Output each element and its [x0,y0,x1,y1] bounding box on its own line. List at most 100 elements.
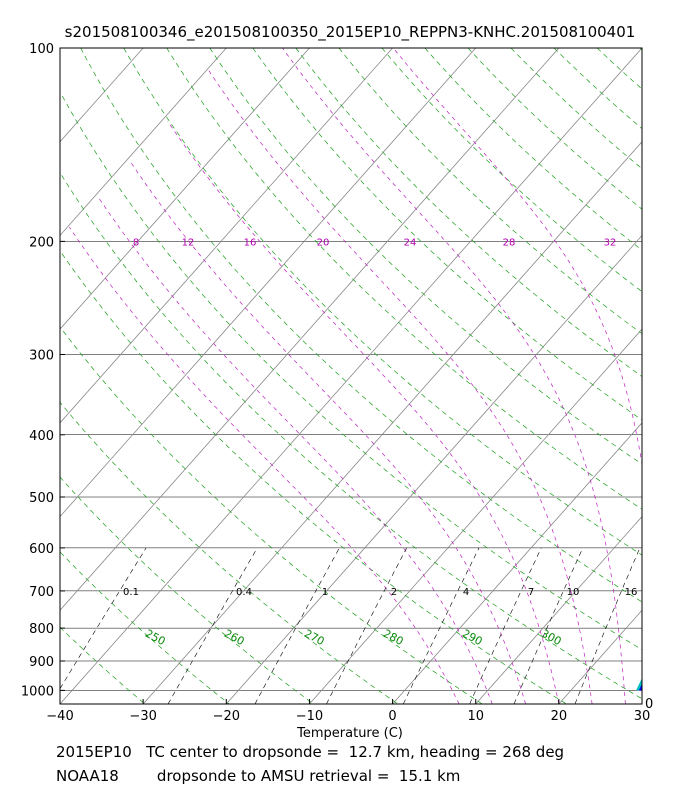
mixing-ratio-label: 4 [463,587,469,598]
dry-adiabat-label: 280 [381,627,406,648]
isotherm-line [60,48,393,424]
mixing-ratio-label: 16 [625,587,638,598]
y-tick-label: 800 [29,622,54,637]
dry-adiabat-line [60,401,399,704]
dry-adiabat-line [683,48,700,704]
caption-distance-retrieval: NOAA18 dropsonde to AMSU retrieval = 15.… [56,767,461,785]
series-temperature [639,684,642,691]
mixing-ratio-line [574,547,641,704]
isotherm-line [142,141,642,704]
dry-adiabat-line [639,48,642,51]
isotherm-line [641,703,642,704]
mixing-ratio-label: 7 [528,587,534,598]
dry-adiabat-line [60,91,642,651]
moist-adiabat-line [129,160,526,704]
dry-adiabat-line [166,48,642,510]
y-tick-label: 1000 [21,684,54,699]
y-tick-label: 200 [29,235,54,250]
isotherm-line [60,48,61,49]
dry-adiabat-line [60,626,146,704]
moist-adiabat-label: 28 [503,237,516,248]
dry-adiabat-line [596,48,642,90]
y-tick-label: 900 [29,655,54,670]
corner-label: 0 [645,697,653,712]
isotherm-line [60,48,477,518]
dry-adiabat-line [60,250,567,704]
dry-adiabat-line [338,48,642,335]
y-tick-label: 300 [29,348,54,363]
caption-distance-center: 2015EP10 TC center to dropsonde = 12.7 k… [56,743,565,761]
isotherm-line [60,48,227,237]
dry-adiabat-label: 260 [222,627,247,648]
moist-adiabat-label: 8 [133,237,139,248]
moist-adiabat-label: 20 [317,237,330,248]
dry-adiabat-line [60,551,230,704]
grid-layer [60,48,700,704]
moist-adiabat-label: 12 [182,237,195,248]
dry-adiabat-line [424,48,642,251]
moist-adiabat-line [282,48,626,704]
dry-adiabat-line [60,172,642,700]
x-tick-label: 20 [551,709,568,724]
mixing-ratio-label: 1 [322,587,328,598]
x-tick-label: 10 [467,709,484,724]
plot-frame [59,47,643,705]
mixing-ratio-line [403,547,480,704]
moist-adiabat-label: 32 [604,237,617,248]
dry-adiabat-line [467,48,642,210]
moist-adiabat-line [69,226,460,704]
y-tick-label: 700 [29,585,54,600]
dry-adiabat-line [510,48,642,170]
chart-title: s201508100346_e201508100350_2015EP10_REP… [65,23,636,42]
series-dropsonde-temperature [651,645,700,690]
dry-adiabat-line [252,48,642,421]
dry-adiabat-label: 250 [143,627,168,648]
isotherm-line [225,234,642,704]
x-tick-label: 30 [634,709,651,724]
mixing-ratio-label: 10 [567,587,580,598]
mixing-ratio-line [513,547,584,704]
x-tick-label: −10 [296,709,323,724]
y-tick-label: 500 [29,491,54,506]
dry-adiabat-line [60,326,483,704]
dry-adiabat-line [209,48,642,465]
dry-adiabat-label: 300 [539,627,564,648]
mixing-ratio-line [326,547,407,704]
moist-adiabat-label: 24 [404,237,417,248]
isotherm-line [558,609,642,704]
x-tick-label: −20 [213,709,240,724]
y-tick-label: 600 [29,542,54,557]
isotherm-line [392,422,642,704]
isotherm-line [60,48,144,143]
dry-adiabat-line [60,476,314,704]
moist-adiabat-line [207,69,593,704]
dry-adiabat-line [60,702,61,704]
isotherm-line [60,48,642,704]
mixing-ratio-label: 0.1 [123,587,139,598]
mixing-ratio-line [469,547,542,704]
moist-adiabat-line [167,121,560,704]
dry-adiabat-label: 290 [460,627,485,648]
x-axis-label: Temperature (C) [296,726,403,741]
mixing-ratio-line [60,547,147,690]
dry-adiabat-line [295,48,642,377]
dry-adiabat-line [553,48,642,130]
moist-adiabat-line [392,48,642,467]
y-tick-label: 100 [29,42,54,57]
dry-adiabat-line [123,48,642,556]
moist-adiabat-line [97,195,493,704]
dry-adiabat-label: 270 [302,627,327,648]
isotherm-line [60,48,560,611]
isotherm-line [60,48,310,330]
mixing-ratio-line [254,547,340,704]
isotherm-line [475,515,642,704]
series-dewpoint-retrieval [638,682,642,691]
mixing-ratio-label: 2 [391,587,397,598]
moist-adiabat-label: 16 [244,237,257,248]
dry-adiabat-line [381,48,642,293]
series-dropsonde-dewpoint [636,677,642,691]
dry-adiabat-line [80,48,642,603]
